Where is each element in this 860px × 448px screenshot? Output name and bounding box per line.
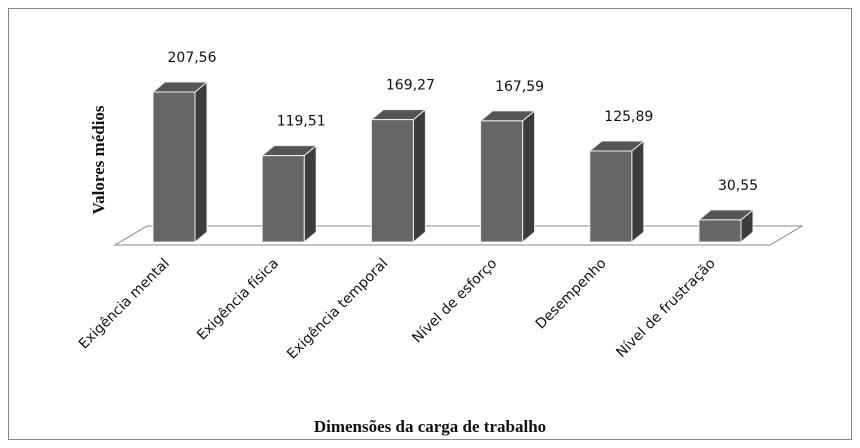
bar (151, 80, 209, 244)
bar-face (480, 120, 524, 243)
bar-face (631, 139, 645, 244)
y-axis-title: Valores médios (89, 105, 108, 214)
bar (479, 109, 536, 244)
bar-face (698, 219, 742, 243)
bar-face (261, 155, 305, 243)
value-label: 30,55 (718, 178, 758, 194)
bar-face (303, 144, 317, 244)
value-label: 207,56 (168, 50, 217, 66)
value-label: 167,59 (495, 79, 544, 95)
bar (370, 108, 427, 244)
bar-face (152, 91, 196, 243)
value-label: 169,27 (386, 78, 435, 94)
value-label: 119,51 (277, 114, 326, 130)
bar-face (522, 109, 536, 244)
value-label: 125,89 (604, 109, 653, 125)
bar (588, 139, 646, 244)
bar-face (412, 108, 426, 244)
bar (697, 208, 755, 244)
bar-face (370, 119, 414, 243)
bar-face (589, 150, 633, 243)
x-axis-title: Dimensões da carga de trabalho (314, 417, 546, 436)
bar (260, 144, 318, 244)
bar-face (194, 80, 208, 244)
